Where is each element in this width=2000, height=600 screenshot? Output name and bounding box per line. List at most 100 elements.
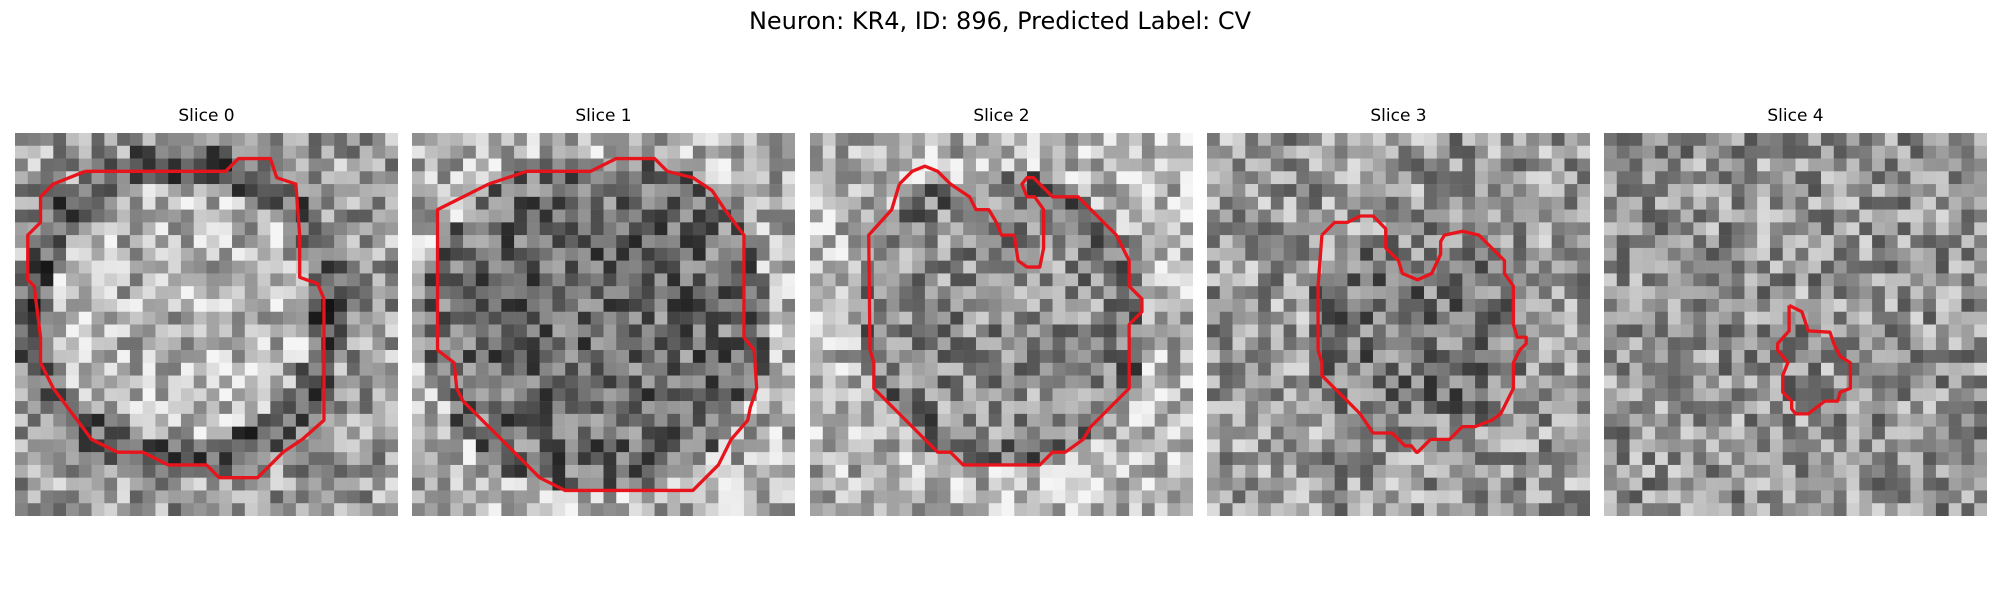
image-pixel (590, 375, 604, 389)
image-pixel (924, 184, 938, 198)
image-pixel (232, 464, 246, 478)
image-pixel (219, 362, 233, 376)
image-pixel (590, 337, 604, 351)
image-pixel (731, 413, 745, 427)
image-pixel (654, 452, 668, 466)
image-pixel (180, 439, 194, 453)
image-pixel (1487, 401, 1501, 415)
image-pixel (1872, 145, 1886, 159)
image-pixel (1935, 503, 1949, 516)
image-pixel (988, 350, 1002, 364)
image-pixel (1245, 490, 1259, 504)
image-pixel (1462, 464, 1476, 478)
image-pixel (782, 311, 795, 325)
image-pixel (1808, 439, 1822, 453)
image-pixel (142, 401, 156, 415)
image-pixel (1948, 311, 1962, 325)
image-pixel (731, 145, 745, 159)
image-pixel (488, 490, 502, 504)
image-pixel (873, 145, 887, 159)
image-pixel (1141, 464, 1155, 478)
image-pixel (1039, 362, 1053, 376)
image-pixel (1270, 324, 1284, 338)
image-pixel (680, 426, 694, 440)
image-pixel (1974, 145, 1987, 159)
image-pixel (810, 145, 824, 159)
image-pixel (1116, 464, 1130, 478)
image-pixel (526, 298, 540, 312)
image-pixel (1821, 184, 1835, 198)
image-pixel (359, 247, 373, 261)
image-pixel (1411, 362, 1425, 376)
image-pixel (743, 196, 757, 210)
image-pixel (1769, 273, 1783, 287)
image-pixel (78, 439, 92, 453)
image-pixel (1948, 158, 1962, 172)
image-pixel (577, 464, 591, 478)
image-pixel (334, 439, 348, 453)
image-pixel (1398, 286, 1412, 300)
image-pixel (244, 184, 258, 198)
image-pixel (1731, 311, 1745, 325)
image-pixel (334, 362, 348, 376)
image-pixel (861, 426, 875, 440)
image-pixel (1270, 145, 1284, 159)
image-pixel (1718, 337, 1732, 351)
image-pixel (1538, 375, 1552, 389)
image-pixel (1564, 286, 1578, 300)
image-pixel (1039, 209, 1053, 223)
image-pixel (1551, 477, 1565, 491)
image-pixel (463, 452, 477, 466)
image-pixel (822, 375, 836, 389)
image-pixel (1526, 452, 1540, 466)
image-pixel (244, 260, 258, 274)
image-pixel (1309, 286, 1323, 300)
slice-title-1: Slice 1 (575, 106, 632, 126)
image-pixel (232, 222, 246, 236)
image-pixel (142, 247, 156, 261)
image-pixel (1923, 145, 1937, 159)
image-pixel (1821, 286, 1835, 300)
image-pixel (514, 311, 528, 325)
image-pixel (692, 158, 706, 172)
image-pixel (206, 477, 220, 491)
image-pixel (822, 350, 836, 364)
image-pixel (526, 235, 540, 249)
image-pixel (257, 324, 271, 338)
image-pixel (667, 247, 681, 261)
image-pixel (450, 171, 464, 185)
image-pixel (1897, 350, 1911, 364)
image-pixel (91, 184, 105, 198)
image-pixel (475, 503, 489, 516)
image-pixel (219, 247, 233, 261)
image-pixel (950, 311, 964, 325)
image-pixel (590, 362, 604, 376)
image-pixel (963, 503, 977, 516)
image-pixel (835, 184, 849, 198)
image-pixel (590, 477, 604, 491)
image-pixel (1897, 260, 1911, 274)
image-pixel (629, 171, 643, 185)
image-pixel (1795, 260, 1809, 274)
image-pixel (616, 260, 630, 274)
image-pixel (769, 184, 783, 198)
image-pixel (53, 247, 67, 261)
image-pixel (1449, 260, 1463, 274)
image-pixel (283, 413, 297, 427)
image-pixel (1604, 235, 1618, 249)
image-pixel (308, 464, 322, 478)
image-pixel (40, 260, 54, 274)
image-pixel (180, 401, 194, 415)
image-pixel (1424, 362, 1438, 376)
image-pixel (193, 452, 207, 466)
image-pixel (1321, 247, 1335, 261)
image-pixel (1564, 401, 1578, 415)
image-pixel (1039, 464, 1053, 478)
image-pixel (861, 401, 875, 415)
image-pixel (1180, 222, 1193, 236)
image-pixel (359, 490, 373, 504)
image-pixel (1616, 184, 1630, 198)
image-pixel (565, 196, 579, 210)
image-pixel (886, 298, 900, 312)
image-pixel (1360, 311, 1374, 325)
